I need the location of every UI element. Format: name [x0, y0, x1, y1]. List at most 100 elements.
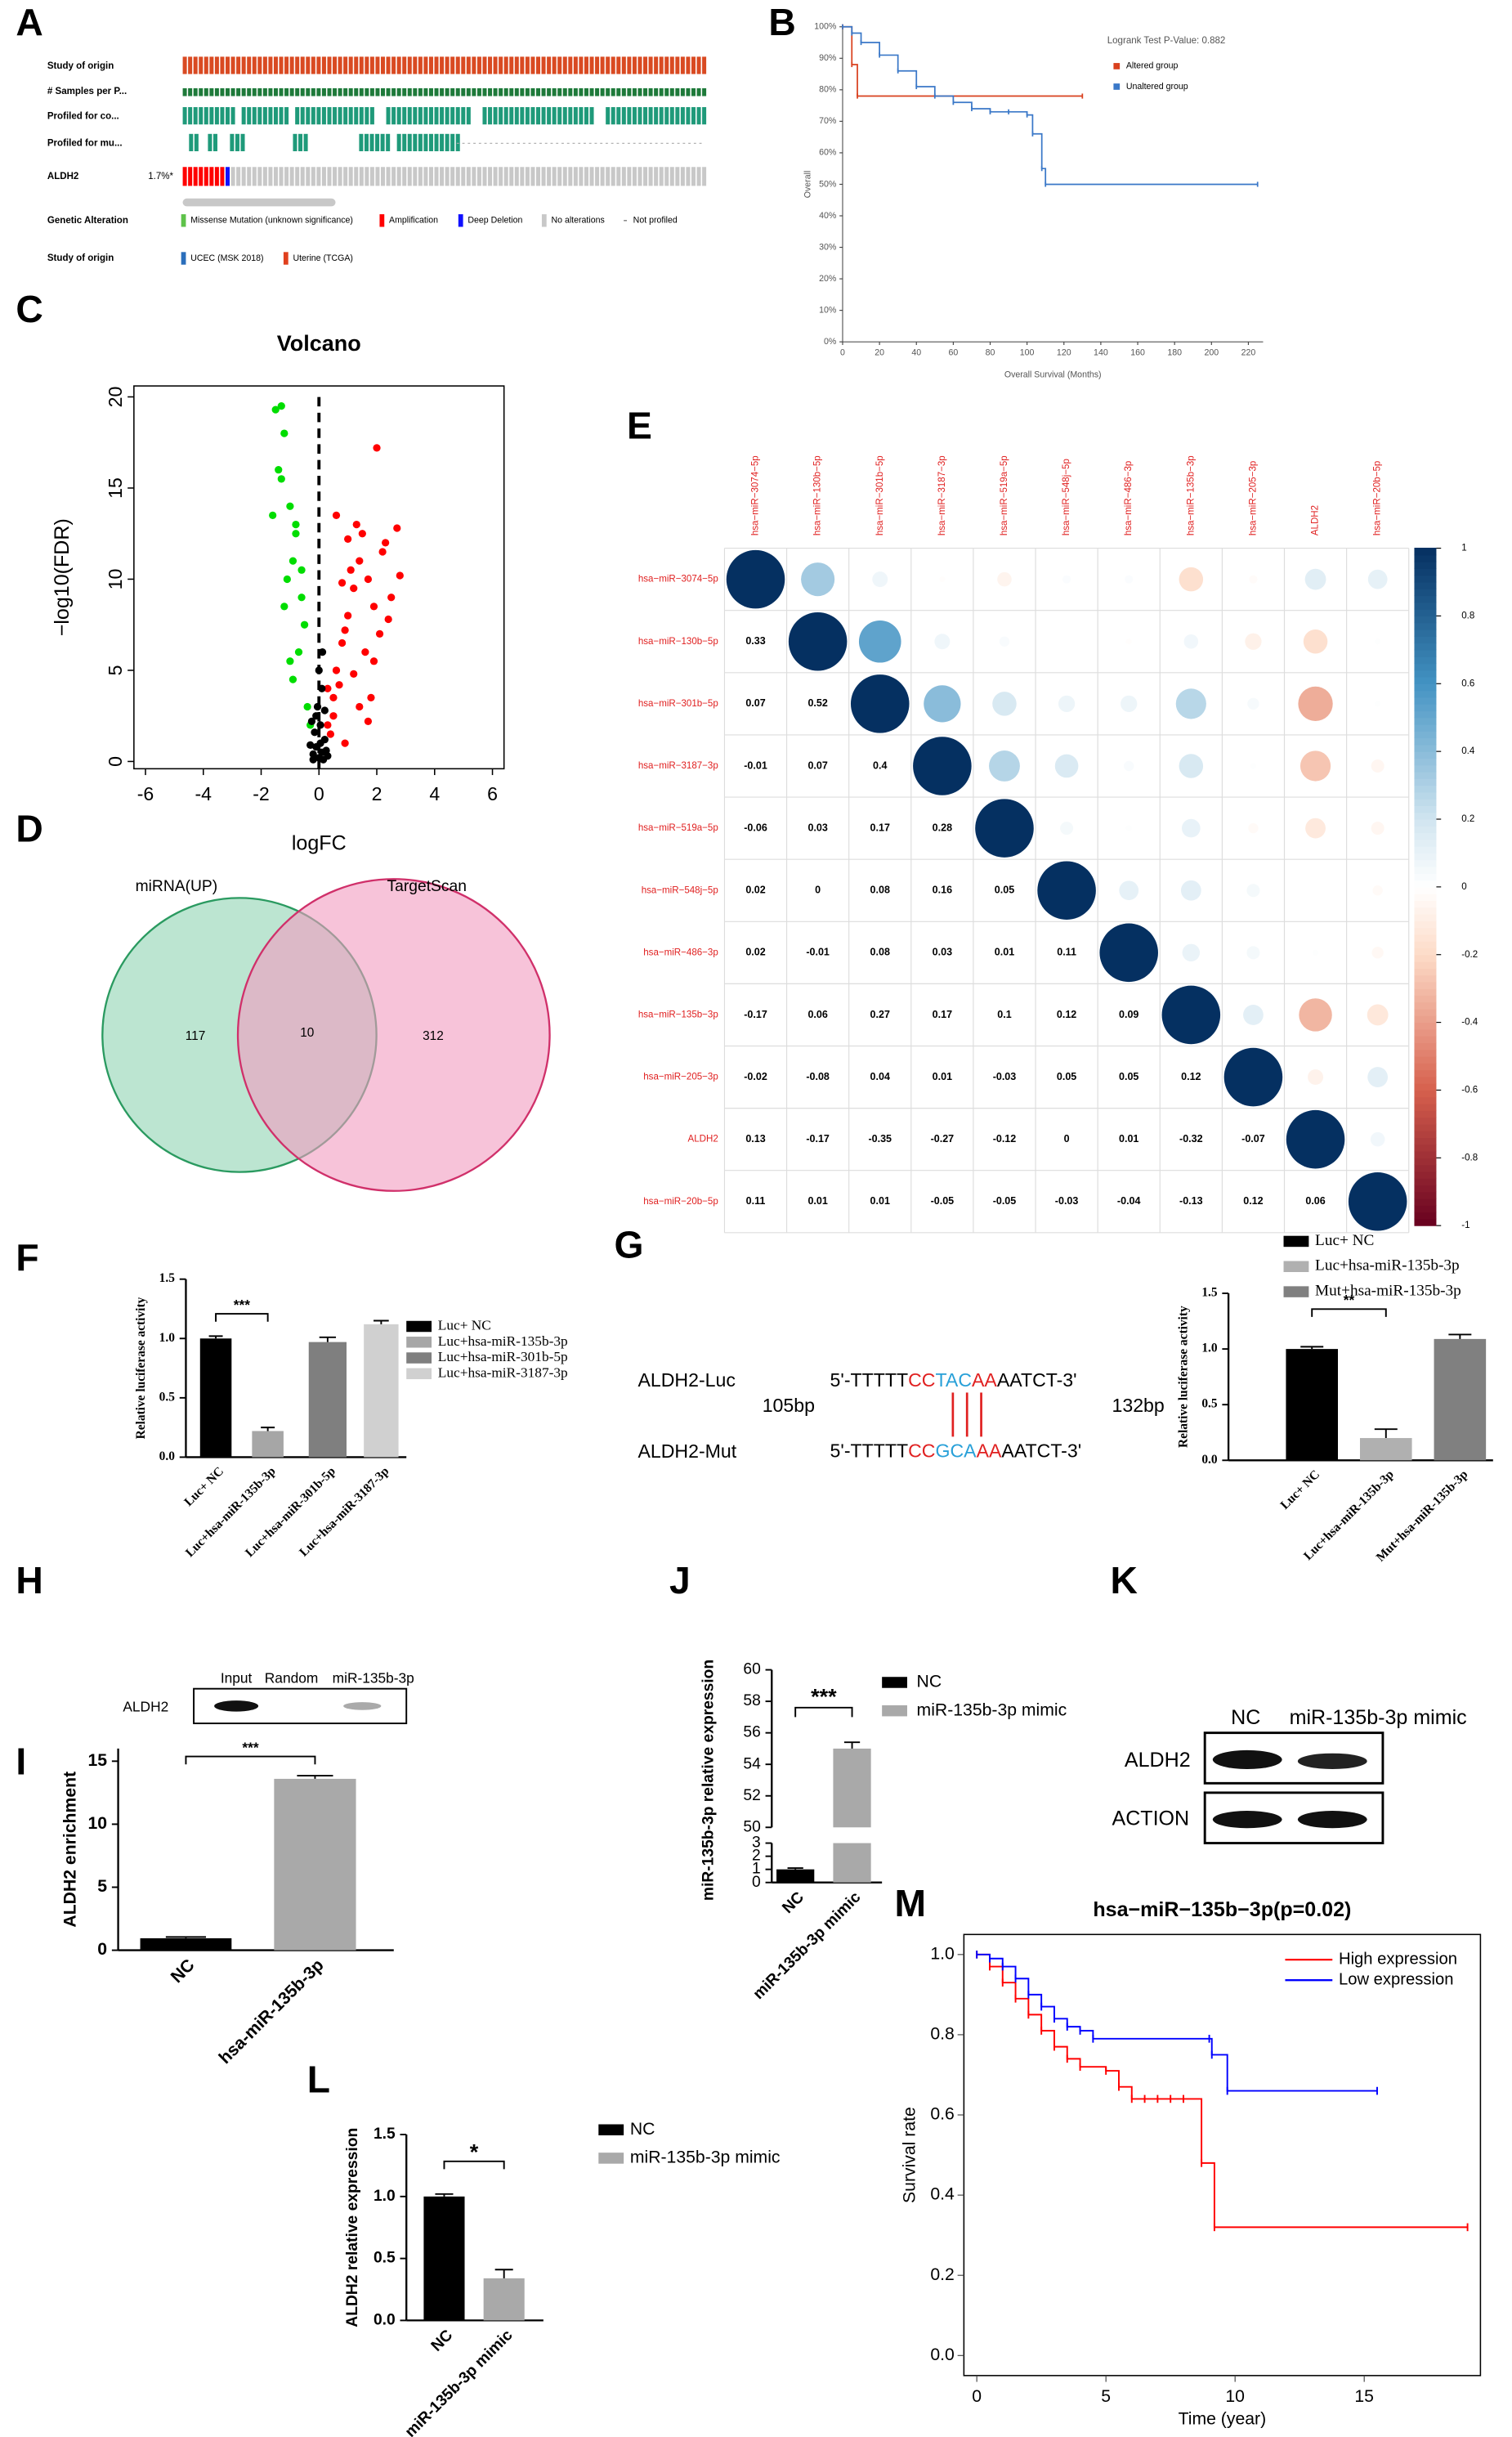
track-cell: [562, 107, 567, 125]
corr-value: 0.02: [745, 947, 765, 958]
column-label: hsa−miR−130b−5p: [813, 455, 823, 535]
track-cell: [616, 107, 621, 125]
corr-value: 0.28: [933, 822, 952, 833]
track-cell: [220, 87, 225, 96]
y-tick-label: 54: [743, 1755, 761, 1772]
colorbar-label: 0.4: [1461, 746, 1475, 756]
track-cell: [407, 107, 412, 125]
track-cell: [252, 107, 257, 125]
track-cell: [499, 167, 503, 186]
legend-label: Missense Mutation (unknown significance): [190, 216, 353, 226]
track-cell: [434, 56, 439, 74]
x-tick-label: 20: [875, 347, 884, 357]
track-cell: [284, 87, 289, 96]
sequence-part: AATCT-3': [1001, 1440, 1081, 1462]
track-cell: [440, 87, 445, 96]
track-cell: [423, 133, 428, 151]
x-axis-label: logFC: [292, 831, 347, 854]
colorbar-cell: [1414, 1123, 1437, 1131]
x-tick-label: NC: [168, 1955, 199, 1987]
track-cell: [428, 107, 433, 125]
track-cell: [675, 56, 680, 74]
chart-title: hsa−miR−135b−3p(p=0.02): [1093, 1898, 1351, 1921]
track-cell: [654, 56, 659, 74]
corr-value: 0.01: [807, 1195, 827, 1207]
y-tick-label: 80%: [819, 85, 837, 95]
track-cell: [493, 56, 498, 74]
colorbar-cell: [1414, 913, 1437, 921]
track-cell: [204, 56, 208, 74]
track-cell: [606, 167, 611, 186]
track-cell: [547, 56, 552, 74]
track-cell: [621, 87, 626, 96]
track-cell: [423, 167, 428, 186]
corr-value: 0.11: [1057, 947, 1076, 958]
corr-value: -0.08: [806, 1071, 830, 1082]
track-cell: [562, 56, 567, 74]
track-cell: [199, 167, 204, 186]
corr-value: 0.01: [870, 1195, 890, 1207]
track-cell: [316, 167, 321, 186]
corr-value: 0.17: [870, 822, 890, 833]
track-cell: [503, 56, 508, 74]
track-cell: [369, 87, 374, 96]
track-cell: [509, 56, 514, 74]
blot-band: [1297, 1753, 1367, 1769]
track-cell: [455, 133, 460, 151]
track-cell: [311, 167, 315, 186]
track-cell: [273, 87, 278, 96]
corr-value: 0.08: [870, 885, 890, 896]
colorbar-cell: [1414, 581, 1437, 589]
corr-circle: [1286, 1109, 1345, 1169]
track-cell: [359, 56, 364, 74]
colorbar-cell: [1414, 554, 1437, 562]
track-cell: [268, 87, 273, 96]
panel-letter: B: [768, 1, 795, 43]
y-tick-label: 15: [105, 477, 126, 499]
corr-value: 0.12: [1057, 1009, 1076, 1020]
colorbar-cell: [1414, 1198, 1437, 1206]
bar: [308, 1342, 347, 1458]
corr-value: 0.09: [1119, 1009, 1138, 1020]
x-tick-label: miR-135b-3p mimic: [402, 2327, 517, 2437]
x-tick-label: 40: [911, 347, 921, 357]
track-cell: [535, 56, 541, 74]
colorbar-label: -0.8: [1461, 1153, 1478, 1163]
corr-circle: [1161, 985, 1221, 1045]
track-cell: [396, 107, 401, 125]
significance: *: [470, 2139, 479, 2164]
track-cell: [482, 56, 487, 74]
track-cell: [669, 107, 674, 125]
track-cell: [606, 87, 611, 96]
track-cell: [428, 87, 433, 96]
y-tick-label: 90%: [819, 53, 837, 63]
corr-circle: [924, 685, 961, 723]
track-cell: [236, 56, 241, 74]
track-cell: [407, 133, 412, 151]
track-cell: [209, 107, 214, 125]
track-cell: [354, 167, 359, 186]
legend-swatch: [406, 1368, 432, 1380]
colorbar-cell: [1414, 575, 1437, 583]
track-cell: [476, 87, 481, 96]
colorbar-cell: [1414, 852, 1437, 861]
track-cell: [295, 56, 300, 74]
corr-value: 0.16: [933, 885, 952, 896]
track-cell: [212, 133, 217, 151]
y-tick-label: 0.5: [159, 1390, 176, 1404]
legend-swatch: [1113, 83, 1121, 90]
track-cell: [428, 133, 433, 151]
track-cell: [407, 87, 412, 96]
colorbar-cell: [1414, 1062, 1437, 1071]
corr-circle: [1179, 567, 1204, 592]
corr-value: -0.27: [931, 1133, 955, 1145]
track-cell: [445, 56, 450, 74]
track-cell: [279, 87, 284, 96]
point: [350, 584, 358, 593]
track-cell: [530, 56, 535, 74]
corr-circle: [913, 737, 972, 795]
point: [286, 657, 294, 665]
significance-bracket: [215, 1313, 269, 1322]
track-cell: [547, 167, 552, 186]
colorbar-cell: [1414, 954, 1437, 962]
